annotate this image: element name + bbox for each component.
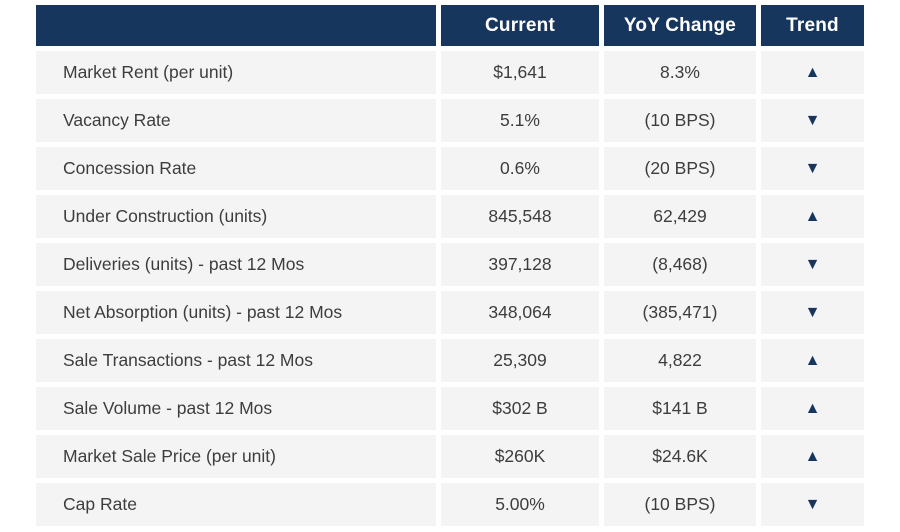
metric-label: Market Rent (per unit) <box>36 51 436 94</box>
trend-up-icon: ▲ <box>761 435 864 478</box>
table-header-row: Current YoY Change Trend <box>36 5 864 46</box>
header-trend: Trend <box>761 5 864 46</box>
table-row: Sale Transactions - past 12 Mos 25,309 4,8… <box>36 339 864 382</box>
metric-label: Net Absorption (units) - past 12 Mos <box>36 291 436 334</box>
metric-label: Cap Rate <box>36 483 436 526</box>
table-row: Concession Rate 0.6% (20 BPS) ▼ <box>36 147 864 190</box>
trend-down-icon: ▼ <box>761 243 864 286</box>
table-row: Net Absorption (units) - past 12 Mos 348,… <box>36 291 864 334</box>
current-value: $302 B <box>441 387 599 430</box>
current-value: 845,548 <box>441 195 599 238</box>
header-current: Current <box>441 5 599 46</box>
current-value: 25,309 <box>441 339 599 382</box>
current-value: 348,064 <box>441 291 599 334</box>
metric-label: Concession Rate <box>36 147 436 190</box>
trend-down-icon: ▼ <box>761 99 864 142</box>
trend-up-icon: ▲ <box>761 51 864 94</box>
table-row: Market Sale Price (per unit) $260K $24.6K ▲ <box>36 435 864 478</box>
yoy-change-value: $24.6K <box>604 435 756 478</box>
yoy-change-value: (10 BPS) <box>604 99 756 142</box>
yoy-change-value: 4,822 <box>604 339 756 382</box>
metric-label: Market Sale Price (per unit) <box>36 435 436 478</box>
table-row: Vacancy Rate 5.1% (10 BPS) ▼ <box>36 99 864 142</box>
yoy-change-value: 8.3% <box>604 51 756 94</box>
trend-up-icon: ▲ <box>761 195 864 238</box>
trend-up-icon: ▲ <box>761 339 864 382</box>
table-row: Sale Volume - past 12 Mos $302 B $141 B ▲ <box>36 387 864 430</box>
current-value: $260K <box>441 435 599 478</box>
yoy-change-value: $141 B <box>604 387 756 430</box>
metric-label: Vacancy Rate <box>36 99 436 142</box>
trend-down-icon: ▼ <box>761 147 864 190</box>
header-metric-blank <box>36 5 436 46</box>
trend-down-icon: ▼ <box>761 483 864 526</box>
metric-label: Under Construction (units) <box>36 195 436 238</box>
table-row: Deliveries (units) - past 12 Mos 397,128(… <box>36 243 864 286</box>
current-value: $1,641 <box>441 51 599 94</box>
yoy-change-value: (385,471) <box>604 291 756 334</box>
trend-down-icon: ▼ <box>761 291 864 334</box>
header-yoy-change: YoY Change <box>604 5 756 46</box>
yoy-change-value: (10 BPS) <box>604 483 756 526</box>
yoy-change-value: 62,429 <box>604 195 756 238</box>
yoy-change-value: (8,468) <box>604 243 756 286</box>
table-row: Market Rent (per unit) $1,641 8.3% ▲ <box>36 51 864 94</box>
trend-up-icon: ▲ <box>761 387 864 430</box>
yoy-change-value: (20 BPS) <box>604 147 756 190</box>
current-value: 5.1% <box>441 99 599 142</box>
metric-label: Deliveries (units) - past 12 Mos <box>36 243 436 286</box>
current-value: 5.00% <box>441 483 599 526</box>
table-row: Cap Rate 5.00% (10 BPS) ▼ <box>36 483 864 526</box>
table-row: Under Construction (units) 845,548 62,429 ▲ <box>36 195 864 238</box>
table-body: Market Rent (per unit) $1,641 8.3% ▲ Vacancy… <box>36 51 864 526</box>
current-value: 397,128 <box>441 243 599 286</box>
metric-label: Sale Transactions - past 12 Mos <box>36 339 436 382</box>
metric-label: Sale Volume - past 12 Mos <box>36 387 436 430</box>
current-value: 0.6% <box>441 147 599 190</box>
